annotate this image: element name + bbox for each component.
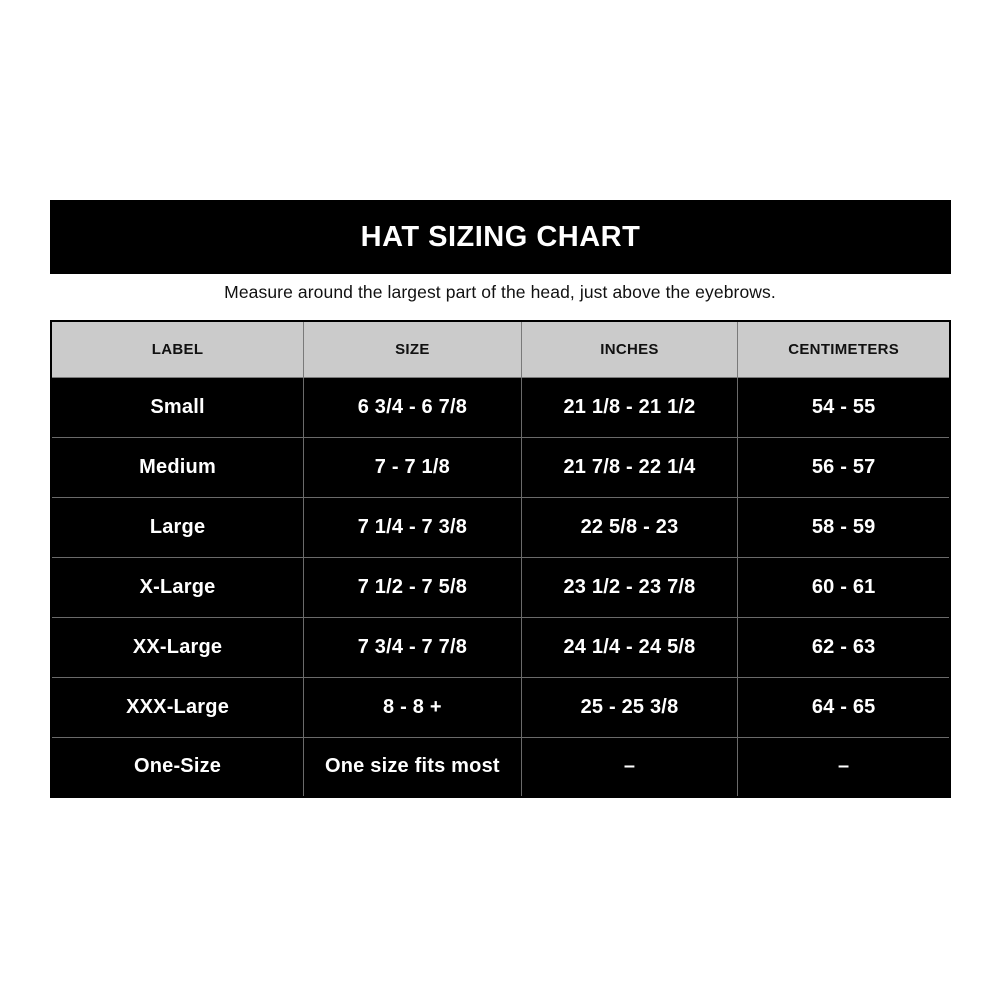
page-title: HAT SIZING CHART: [360, 220, 641, 253]
table-cell: One-Size: [50, 736, 305, 798]
table-cell: 8 - 8 +: [303, 676, 522, 738]
column-header-centimeters: CENTIMETERS: [737, 320, 952, 378]
table-cell: XXX-Large: [50, 676, 305, 738]
table-cell: 56 - 57: [737, 436, 952, 498]
table-cell: 7 - 7 1/8: [303, 436, 522, 498]
table-header-row: LABEL SIZE INCHES CENTIMETERS: [50, 320, 952, 378]
table-cell: 21 1/8 - 21 1/2: [520, 376, 739, 438]
table-cell: XX-Large: [50, 616, 305, 678]
table-cell: 6 3/4 - 6 7/8: [303, 376, 522, 438]
table-cell: 62 - 63: [737, 616, 952, 678]
table-cell: 23 1/2 - 23 7/8: [520, 556, 739, 618]
table-cell: 22 5/8 - 23: [520, 496, 739, 558]
table-cell: Small: [50, 376, 305, 438]
table-row-one-size: One-Size One size fits most – –: [50, 736, 952, 798]
column-header-size: SIZE: [303, 320, 522, 378]
table-row-x-large: X-Large 7 1/2 - 7 5/8 23 1/2 - 23 7/8 60…: [50, 556, 952, 618]
table-cell: 58 - 59: [737, 496, 952, 558]
measurement-instructions: Measure around the largest part of the h…: [224, 282, 776, 302]
table-cell: 21 7/8 - 22 1/4: [520, 436, 739, 498]
table-cell: 7 3/4 - 7 7/8: [303, 616, 522, 678]
title-banner: HAT SIZING CHART: [50, 200, 951, 274]
table-cell: 25 - 25 3/8: [520, 676, 739, 738]
table-cell: –: [737, 736, 952, 798]
table-cell: Large: [50, 496, 305, 558]
table-row-xx-large: XX-Large 7 3/4 - 7 7/8 24 1/4 - 24 5/8 6…: [50, 616, 952, 678]
table-row-medium: Medium 7 - 7 1/8 21 7/8 - 22 1/4 56 - 57: [50, 436, 952, 498]
table-row-small: Small 6 3/4 - 6 7/8 21 1/8 - 21 1/2 54 -…: [50, 376, 952, 438]
table-cell: 7 1/4 - 7 3/8: [303, 496, 522, 558]
table-cell: 7 1/2 - 7 5/8: [303, 556, 522, 618]
column-header-inches: INCHES: [520, 320, 739, 378]
table-cell: X-Large: [50, 556, 305, 618]
column-header-label: LABEL: [50, 320, 305, 378]
table-cell: –: [520, 736, 739, 798]
table-cell: 64 - 65: [737, 676, 952, 738]
table-cell: 24 1/4 - 24 5/8: [520, 616, 739, 678]
table-cell: Medium: [50, 436, 305, 498]
table-cell: One size fits most: [303, 736, 522, 798]
table-row-large: Large 7 1/4 - 7 3/8 22 5/8 - 23 58 - 59: [50, 496, 952, 558]
hat-sizing-table: LABEL SIZE INCHES CENTIMETERS Small 6 3/…: [50, 320, 952, 798]
table-row-xxx-large: XXX-Large 8 - 8 + 25 - 25 3/8 64 - 65: [50, 676, 952, 738]
table-cell: 54 - 55: [737, 376, 952, 438]
table-cell: 60 - 61: [737, 556, 952, 618]
